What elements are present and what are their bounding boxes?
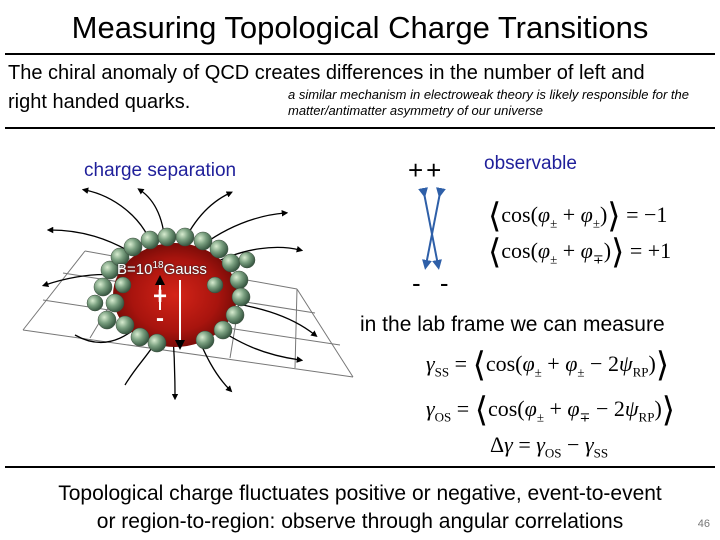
gamma-ss-equation: γSS = ⟨cos(φ± + φ± − 2ψRP)⟩ [426,347,670,384]
minus-minus-label: - - [412,268,455,298]
opposite-sign-correlation-equation: ⟨cos(φ± + φ∓)⟩ = +1 [488,234,672,271]
title-divider [5,53,715,55]
same-sign-correlation-equation: ⟨cos(φ± + φ±)⟩ = −1 [488,198,668,235]
spectator-nucleons [86,227,256,353]
plus-plus-label: ++ [408,155,445,185]
observable-label: observable [484,153,577,174]
intro-note: a similar mechanism in electroweak theor… [288,87,689,118]
page-number: 46 [697,518,710,530]
crossing-arrows [418,187,446,270]
charge-separation-diagram [22,187,354,400]
footer-divider [5,466,715,468]
minus-charge-label: - [156,305,164,332]
charge-separation-label: charge separation [84,160,237,181]
b-field-label: B=1018Gauss [117,260,207,278]
fireball [113,243,237,347]
charge-arrows [155,275,185,350]
lab-frame-label: in the lab frame we can measure [360,313,665,336]
intro-line-2: right handed quarks. [8,91,191,113]
footer-line-2: or region-to-region: observe through ang… [96,510,624,533]
slide-title: Measuring Topological Charge Transitions [71,10,649,45]
plus-charge-label: + [153,283,168,310]
footer-text: Topological charge fluctuates positive o… [0,480,720,536]
gamma-os-equation: γOS = ⟨cos(φ± + φ∓ − 2ψRP)⟩ [426,392,676,429]
delta-gamma-equation: Δγ = γOS − γSS [490,432,609,461]
intro-divider [5,127,715,129]
footer-line-1: Topological charge fluctuates positive o… [58,482,662,505]
intro-line-1: The chiral anomaly of QCD creates differ… [8,62,645,84]
